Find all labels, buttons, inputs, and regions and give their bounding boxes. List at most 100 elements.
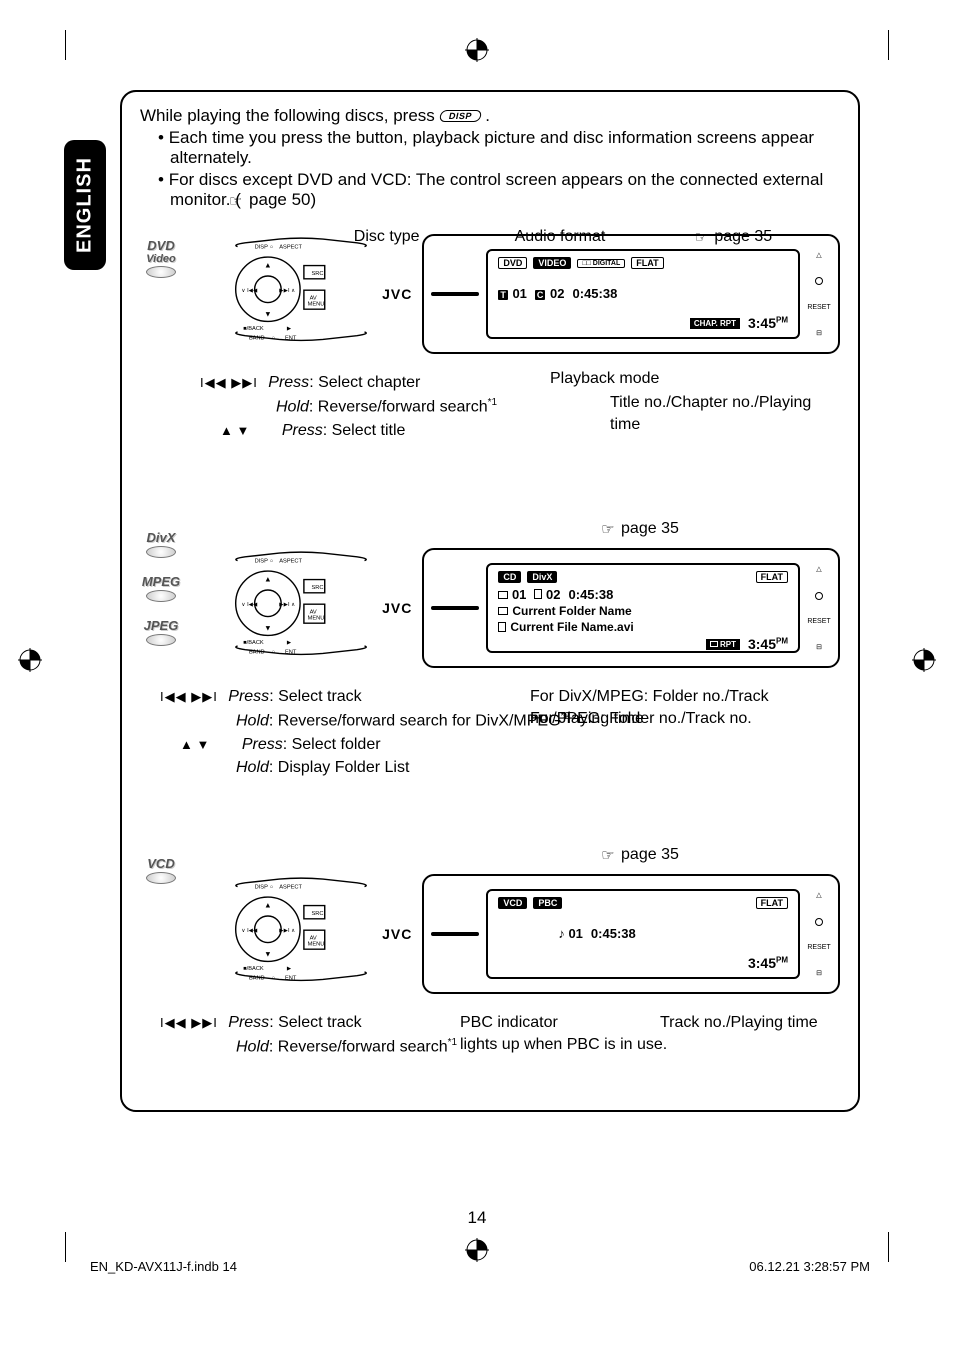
crop-mark bbox=[48, 30, 66, 60]
svg-text:MENU: MENU bbox=[308, 942, 325, 948]
track-no: 01 bbox=[568, 926, 582, 941]
reset-button-icon bbox=[815, 277, 823, 285]
badge-label: DVD bbox=[147, 238, 174, 253]
intro-bullet: • Each time you press the button, playba… bbox=[158, 128, 840, 168]
eject-slot-icon bbox=[431, 292, 479, 296]
vcd-section: VCD ☞ page 35 DISP○ASPECT SRCAVMENU ■/B bbox=[140, 846, 840, 1096]
head-unit-diagram: VCD PBC FLAT ♪ 01 0:45:38 3:45PM △RESET⊟ bbox=[422, 874, 840, 994]
dvd-section: DVD Video Disc type Audio format ☞ page … bbox=[140, 234, 840, 514]
svg-text:SRC: SRC bbox=[311, 585, 323, 591]
registration-mark bbox=[912, 648, 936, 672]
intro-line: While playing the following discs, press… bbox=[140, 106, 840, 126]
crop-mark bbox=[48, 1232, 66, 1262]
folder-icon bbox=[498, 607, 508, 615]
svg-text:▼: ▼ bbox=[264, 624, 272, 633]
intro-text: . bbox=[485, 106, 490, 125]
remote-diagram: DISP○ASPECT SRCAVMENU ■/BACK▶ BAND○ENT ▲… bbox=[230, 548, 372, 668]
screen-eq: FLAT bbox=[756, 571, 788, 583]
arrow-icons: ▲ ▼ bbox=[180, 736, 209, 754]
brand-label: JVC bbox=[382, 600, 412, 616]
file-icon bbox=[534, 589, 542, 599]
disc-icon bbox=[146, 872, 176, 884]
divx-section: DivX MPEG JPEG ☞ page 35 DISP○ASPECT bbox=[140, 520, 840, 840]
remote-diagram: DISP ○ ASPECT SRC AV MENU ■/BACK ▶ BAND … bbox=[230, 234, 372, 354]
disc-icon bbox=[146, 266, 176, 278]
disc-icon bbox=[146, 546, 176, 558]
badge-label: DivX bbox=[147, 530, 176, 545]
ctrl-text: : Select track bbox=[269, 688, 361, 705]
disp-button-icon: DISP bbox=[438, 110, 482, 122]
remote-btn-label: DISP bbox=[255, 245, 268, 251]
title-info-label: Title no./Chapter no./Playing time bbox=[610, 392, 840, 435]
svg-text:MENU: MENU bbox=[308, 616, 325, 622]
remote-btn-label: MENU bbox=[308, 301, 325, 307]
jpeg-info-label: For JPEG: Folder no./Track no. bbox=[530, 708, 752, 730]
svg-text:○: ○ bbox=[272, 650, 275, 656]
svg-text:BAND: BAND bbox=[249, 976, 265, 982]
remote-btn-label: BAND bbox=[249, 335, 265, 341]
reset-label: RESET bbox=[807, 618, 830, 625]
screen-digital: □□ DIGITAL bbox=[577, 259, 625, 268]
svg-text:ENT: ENT bbox=[285, 650, 297, 656]
eject-slot-icon bbox=[431, 932, 479, 936]
svg-text:▶▶I ∧: ▶▶I ∧ bbox=[279, 288, 295, 294]
crop-mark bbox=[888, 30, 906, 60]
disc-icon bbox=[146, 634, 176, 646]
svg-text:ASPECT: ASPECT bbox=[279, 885, 302, 891]
svg-text:SRC: SRC bbox=[311, 911, 323, 917]
ctrl-text: : Display Folder List bbox=[269, 759, 410, 776]
ctrl-text: : Reverse/forward search bbox=[309, 398, 488, 415]
footnote-ref: *1 bbox=[448, 1037, 457, 1048]
track-info-label: Track no./Playing time bbox=[660, 1012, 818, 1034]
page-ref: ☞ page 35 bbox=[440, 846, 840, 864]
svg-text:▲: ▲ bbox=[264, 260, 272, 269]
screen-disc-type: DVD bbox=[498, 257, 527, 269]
device-screen: VCD PBC FLAT ♪ 01 0:45:38 3:45PM bbox=[486, 889, 800, 979]
control-notes: I◀◀ ▶▶I Press: Select track For DivX/MPE… bbox=[160, 686, 840, 779]
screen-disc-type: CD bbox=[498, 571, 521, 583]
svg-text:▶: ▶ bbox=[287, 966, 292, 972]
badge-sublabel: Video bbox=[146, 253, 176, 265]
jpeg-badge: JPEG bbox=[130, 612, 192, 652]
bullet-text: Each time you press the button, playback… bbox=[169, 128, 814, 167]
svg-text:DISP: DISP bbox=[255, 885, 268, 891]
folder-icon bbox=[498, 591, 508, 599]
remote-diagram: DISP○ASPECT SRCAVMENU ■/BACK▶ BAND○ENT ▲… bbox=[230, 874, 372, 994]
skip-icons: I◀◀ ▶▶I bbox=[200, 374, 258, 392]
svg-text:DISP: DISP bbox=[255, 559, 268, 565]
remote-btn-label: ASPECT bbox=[279, 245, 302, 251]
svg-text:○: ○ bbox=[270, 559, 273, 565]
svg-text:▶▶I ∧: ▶▶I ∧ bbox=[279, 928, 295, 934]
ctrl-text: : Select chapter bbox=[309, 374, 420, 391]
reference-icon: ☞ bbox=[601, 846, 614, 864]
skip-icons: I◀◀ ▶▶I bbox=[160, 1014, 218, 1032]
chap-prefix: C bbox=[535, 290, 546, 300]
divx-badge: DivX bbox=[130, 524, 192, 564]
playing-time: 0:45:38 bbox=[573, 286, 618, 301]
playback-mode-badge: CHAP. RPT bbox=[690, 318, 740, 329]
control-notes: Playback mode I◀◀ ▶▶I Press: Select chap… bbox=[200, 372, 840, 441]
press-label: Press bbox=[242, 736, 283, 753]
svg-text:■/BACK: ■/BACK bbox=[243, 640, 264, 646]
head-unit-diagram: CD DivX FLAT 01 02 0:45:38 Current Folde… bbox=[422, 548, 840, 668]
svg-text:○: ○ bbox=[270, 885, 273, 891]
hold-label: Hold bbox=[236, 759, 269, 776]
chapter-no: 02 bbox=[550, 286, 564, 301]
screen-pbc-badge: PBC bbox=[533, 897, 562, 909]
folder-no: 01 bbox=[512, 587, 526, 602]
hold-label: Hold bbox=[236, 1038, 269, 1055]
folder-name: Current Folder Name bbox=[512, 604, 631, 618]
svg-text:▲: ▲ bbox=[264, 575, 272, 584]
reset-button-icon bbox=[815, 592, 823, 600]
dvd-badge: DVD Video bbox=[130, 238, 192, 278]
reset-button-icon bbox=[815, 918, 823, 926]
eject-slot-icon bbox=[431, 606, 479, 610]
remote-btn-label: ■/BACK bbox=[243, 326, 264, 332]
ctrl-text: : Select title bbox=[323, 422, 406, 439]
hold-label: Hold bbox=[236, 712, 269, 729]
footnote-ref: *1 bbox=[488, 397, 497, 408]
ctrl-text: : Select folder bbox=[283, 736, 381, 753]
badge-label: VCD bbox=[147, 856, 174, 871]
clock: 3:45PM bbox=[748, 315, 788, 331]
registration-mark bbox=[465, 38, 489, 62]
